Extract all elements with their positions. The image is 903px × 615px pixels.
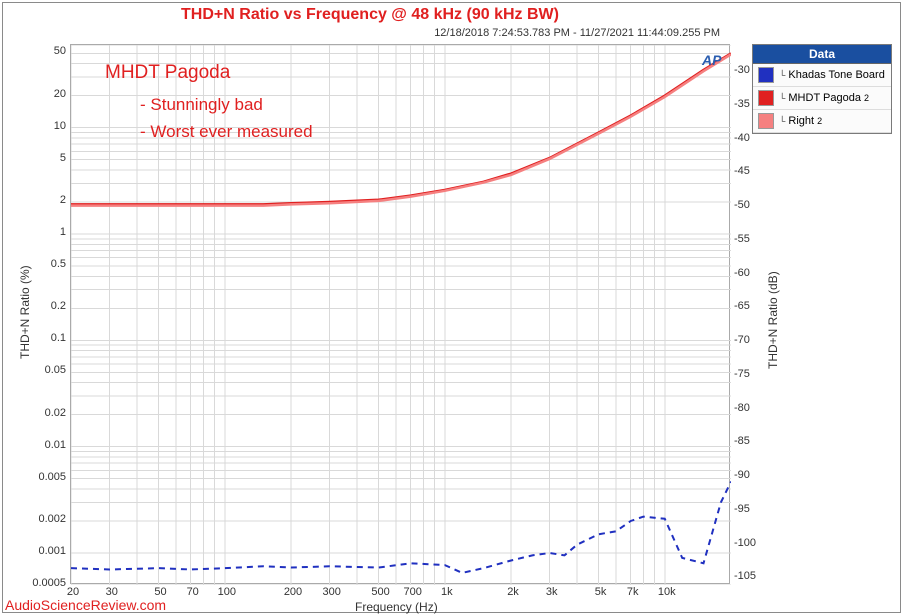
x-tick-label: 5k: [586, 586, 616, 598]
y-left-tick-label: 20: [54, 88, 66, 100]
y-right-tick-label: -80: [734, 402, 750, 414]
y-axis-left-label: THD+N Ratio (%): [18, 265, 32, 359]
x-tick-label: 100: [212, 586, 242, 598]
y-right-tick-label: -95: [734, 503, 750, 515]
y-left-tick-label: 0.01: [45, 439, 66, 451]
y-right-tick-label: -60: [734, 267, 750, 279]
x-tick-label: 30: [97, 586, 127, 598]
y-left-tick-label: 0.05: [45, 364, 66, 376]
legend-marker-icon: └: [779, 70, 785, 80]
legend-marker-icon: └: [779, 116, 785, 126]
legend-swatch: [758, 67, 774, 83]
legend-header: Data: [753, 45, 891, 64]
y-right-tick-label: -70: [734, 334, 750, 346]
y-right-tick-label: -75: [734, 368, 750, 380]
y-right-tick-label: -40: [734, 132, 750, 144]
x-tick-label: 3k: [537, 586, 567, 598]
y-left-tick-label: 1: [60, 226, 66, 238]
y-left-tick-label: 50: [54, 45, 66, 57]
y-left-tick-label: 0.002: [38, 513, 66, 525]
x-tick-label: 1k: [432, 586, 462, 598]
chart-annotation: - Worst ever measured: [140, 122, 313, 142]
legend-item[interactable]: └Right2: [753, 110, 891, 133]
y-left-tick-label: 0.005: [38, 471, 66, 483]
y-left-tick-label: 5: [60, 152, 66, 164]
x-tick-label: 500: [366, 586, 396, 598]
legend-label: Khadas Tone Board: [788, 69, 884, 81]
x-tick-label: 70: [178, 586, 208, 598]
x-tick-label: 2k: [498, 586, 528, 598]
y-right-tick-label: -55: [734, 233, 750, 245]
y-right-tick-label: -90: [734, 469, 750, 481]
x-axis-label: Frequency (Hz): [355, 600, 438, 614]
y-left-tick-label: 0.5: [51, 258, 66, 270]
y-left-tick-label: 0.001: [38, 545, 66, 557]
y-left-tick-label: 0.0005: [32, 577, 66, 589]
x-tick-label: 10k: [652, 586, 682, 598]
x-tick-label: 50: [146, 586, 176, 598]
x-tick-label: 200: [278, 586, 308, 598]
legend-swatch: [758, 90, 774, 106]
y-left-tick-label: 0.1: [51, 332, 66, 344]
x-tick-label: 7k: [618, 586, 648, 598]
y-left-tick-label: 0.2: [51, 300, 66, 312]
legend-subscript: 2: [817, 116, 822, 126]
y-left-tick-label: 0.02: [45, 407, 66, 419]
chart-annotation: MHDT Pagoda: [105, 62, 230, 84]
legend-label: Right: [788, 115, 814, 127]
legend-marker-icon: └: [779, 93, 785, 103]
y-right-tick-label: -105: [734, 570, 756, 582]
legend-item[interactable]: └Khadas Tone Board: [753, 64, 891, 87]
watermark: AudioScienceReview.com: [5, 597, 166, 613]
timestamp: 12/18/2018 7:24:53.783 PM - 11/27/2021 1…: [0, 27, 720, 39]
chart-annotation: - Stunningly bad: [140, 95, 263, 115]
y-right-tick-label: -50: [734, 199, 750, 211]
x-tick-label: 700: [398, 586, 428, 598]
legend-item[interactable]: └MHDT Pagoda2: [753, 87, 891, 110]
y-left-tick-label: 10: [54, 120, 66, 132]
y-right-tick-label: -85: [734, 435, 750, 447]
y-right-tick-label: -30: [734, 64, 750, 76]
x-tick-label: 300: [317, 586, 347, 598]
legend-swatch: [758, 113, 774, 129]
series-line: [71, 482, 731, 573]
y-right-tick-label: -35: [734, 98, 750, 110]
y-right-tick-label: -65: [734, 300, 750, 312]
chart-title: THD+N Ratio vs Frequency @ 48 kHz (90 kH…: [0, 6, 740, 24]
y-right-tick-label: -45: [734, 165, 750, 177]
y-axis-right-label: THD+N Ratio (dB): [766, 271, 780, 369]
y-right-tick-label: -100: [734, 537, 756, 549]
legend-subscript: 2: [864, 93, 869, 103]
legend-label: MHDT Pagoda: [788, 92, 861, 104]
legend-box: Data └Khadas Tone Board└MHDT Pagoda2└Rig…: [752, 44, 892, 134]
y-left-tick-label: 2: [60, 194, 66, 206]
